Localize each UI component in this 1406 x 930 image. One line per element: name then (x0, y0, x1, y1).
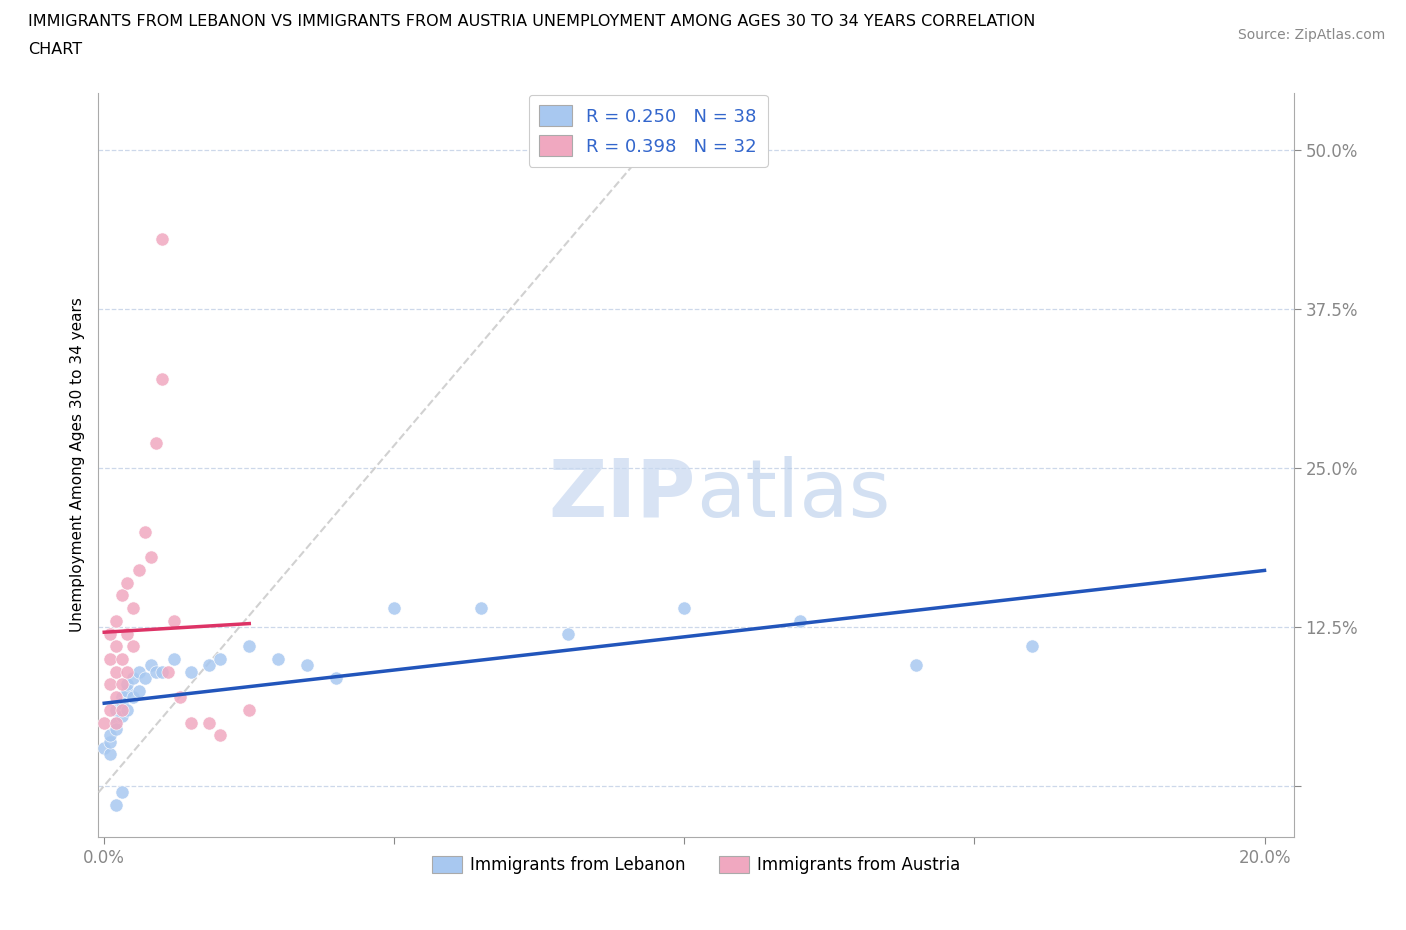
Point (117, 626, 139, 641)
Text: ZIP: ZIP (548, 456, 696, 534)
Point (134, 671, 156, 685)
Point (238, 639, 260, 654)
Point (98, 747, 121, 762)
Point (104, 614, 127, 629)
Point (122, 601, 145, 616)
Point (470, 601, 492, 616)
Point (117, 575, 139, 590)
Point (128, 684, 150, 698)
Point (128, 563, 150, 578)
Point (197, 715, 219, 730)
Point (297, 658, 319, 672)
Point (104, 690, 127, 705)
Point (128, 664, 150, 679)
Point (122, 639, 145, 654)
Text: Source: ZipAtlas.com: Source: ZipAtlas.com (1237, 28, 1385, 42)
Point (150, 232, 173, 246)
Point (111, 696, 134, 711)
Point (104, 702, 127, 717)
Point (98, 734, 121, 749)
Point (111, 677, 134, 692)
Point (325, 671, 347, 685)
Point (150, 664, 173, 679)
Point (111, 652, 134, 667)
Point (117, 677, 139, 692)
Point (382, 601, 405, 616)
Point (139, 658, 162, 672)
Point (163, 652, 186, 667)
Text: atlas: atlas (696, 456, 890, 534)
Point (117, 702, 139, 717)
Point (111, 702, 134, 717)
Point (111, 588, 134, 603)
Point (1021, 639, 1043, 654)
Point (104, 715, 127, 730)
Point (104, 798, 127, 813)
Point (98, 626, 121, 641)
Text: CHART: CHART (28, 42, 82, 57)
Point (267, 652, 290, 667)
Point (169, 690, 191, 705)
Point (104, 664, 127, 679)
Point (98, 728, 121, 743)
Point (905, 658, 928, 672)
Point (139, 550, 162, 565)
Point (93, 740, 115, 755)
Point (104, 722, 127, 737)
Point (209, 652, 232, 667)
Point (98, 702, 121, 717)
Legend: Immigrants from Lebanon, Immigrants from Austria: Immigrants from Lebanon, Immigrants from… (425, 849, 967, 881)
Point (111, 690, 134, 705)
Y-axis label: Unemployment Among Ages 30 to 34 years: Unemployment Among Ages 30 to 34 years (69, 298, 84, 632)
Point (557, 626, 579, 641)
Point (122, 690, 145, 705)
Point (98, 677, 121, 692)
Point (98, 652, 121, 667)
Point (789, 614, 811, 629)
Point (157, 664, 180, 679)
Point (238, 702, 260, 717)
Point (180, 664, 202, 679)
Point (197, 658, 219, 672)
Point (104, 639, 127, 654)
Point (117, 684, 139, 698)
Point (673, 601, 696, 616)
Point (117, 664, 139, 679)
Point (163, 614, 186, 629)
Point (150, 372, 173, 387)
Point (111, 709, 134, 724)
Point (104, 715, 127, 730)
Point (122, 671, 145, 685)
Point (209, 728, 232, 743)
Point (111, 785, 134, 800)
Point (93, 715, 115, 730)
Point (180, 715, 202, 730)
Text: IMMIGRANTS FROM LEBANON VS IMMIGRANTS FROM AUSTRIA UNEMPLOYMENT AMONG AGES 30 TO: IMMIGRANTS FROM LEBANON VS IMMIGRANTS FR… (28, 14, 1035, 29)
Point (134, 525, 156, 539)
Point (145, 664, 167, 679)
Point (145, 435, 167, 450)
